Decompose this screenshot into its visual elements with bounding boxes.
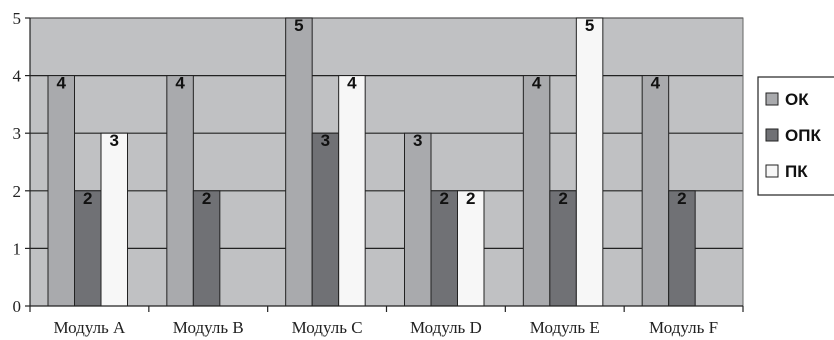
plot-area [30, 18, 743, 306]
y-tick-label: 1 [13, 239, 22, 258]
y-tick-label: 0 [13, 297, 22, 316]
bar [47, 75, 75, 307]
data-label: 2 [558, 189, 567, 208]
bar [338, 75, 366, 307]
data-label: 4 [651, 74, 661, 93]
data-label: 3 [413, 131, 422, 150]
bar [100, 132, 128, 307]
x-tick-labels: Модуль A Модуль B Модуль C Модуль D Модуль E… [53, 318, 718, 337]
data-label: 4 [347, 74, 357, 93]
bar [192, 190, 221, 307]
bar [668, 190, 696, 307]
axes [25, 17, 744, 312]
y-tick-label: 2 [13, 182, 22, 201]
x-tick-label: Модуль B [173, 318, 244, 337]
legend-swatch [765, 128, 779, 142]
bar [311, 132, 340, 307]
bar [430, 190, 458, 307]
data-label: 4 [57, 74, 67, 93]
legend: ОК ОПК ПК [757, 76, 834, 196]
legend-label: ПК [785, 162, 808, 181]
y-tick-label: 4 [13, 67, 22, 86]
bar [641, 75, 670, 307]
bar [166, 75, 194, 307]
legend-label: ОК [785, 90, 809, 109]
data-label: 2 [202, 189, 211, 208]
bar [74, 190, 102, 307]
x-tick-label: Модуль E [530, 318, 600, 337]
bar [457, 190, 485, 307]
x-tick-label: Модуль A [53, 318, 126, 337]
bar [285, 17, 313, 307]
x-tick-label: Модуль C [292, 318, 363, 337]
data-label: 4 [175, 74, 185, 93]
data-label: 5 [585, 16, 594, 35]
x-tick-label: Модуль D [410, 318, 482, 337]
legend-swatch [765, 164, 779, 178]
legend-swatch [765, 92, 779, 106]
data-label: 4 [532, 74, 542, 93]
data-label: 3 [321, 131, 330, 150]
data-label: 2 [440, 189, 449, 208]
legend-label: ОПК [785, 126, 821, 145]
y-tick-labels: 0 1 2 3 4 5 [13, 9, 22, 316]
x-tick-label: Модуль F [649, 318, 718, 337]
data-label: 2 [466, 189, 475, 208]
data-label: 2 [83, 189, 92, 208]
bar [522, 75, 551, 307]
y-tick-label: 3 [13, 124, 22, 143]
data-label: 3 [110, 131, 119, 150]
bar [404, 132, 432, 307]
data-label: 2 [677, 189, 686, 208]
bars [47, 17, 696, 307]
bar [549, 190, 577, 307]
y-tick-label: 5 [13, 9, 22, 28]
bar [575, 17, 604, 307]
data-label: 5 [294, 16, 303, 35]
